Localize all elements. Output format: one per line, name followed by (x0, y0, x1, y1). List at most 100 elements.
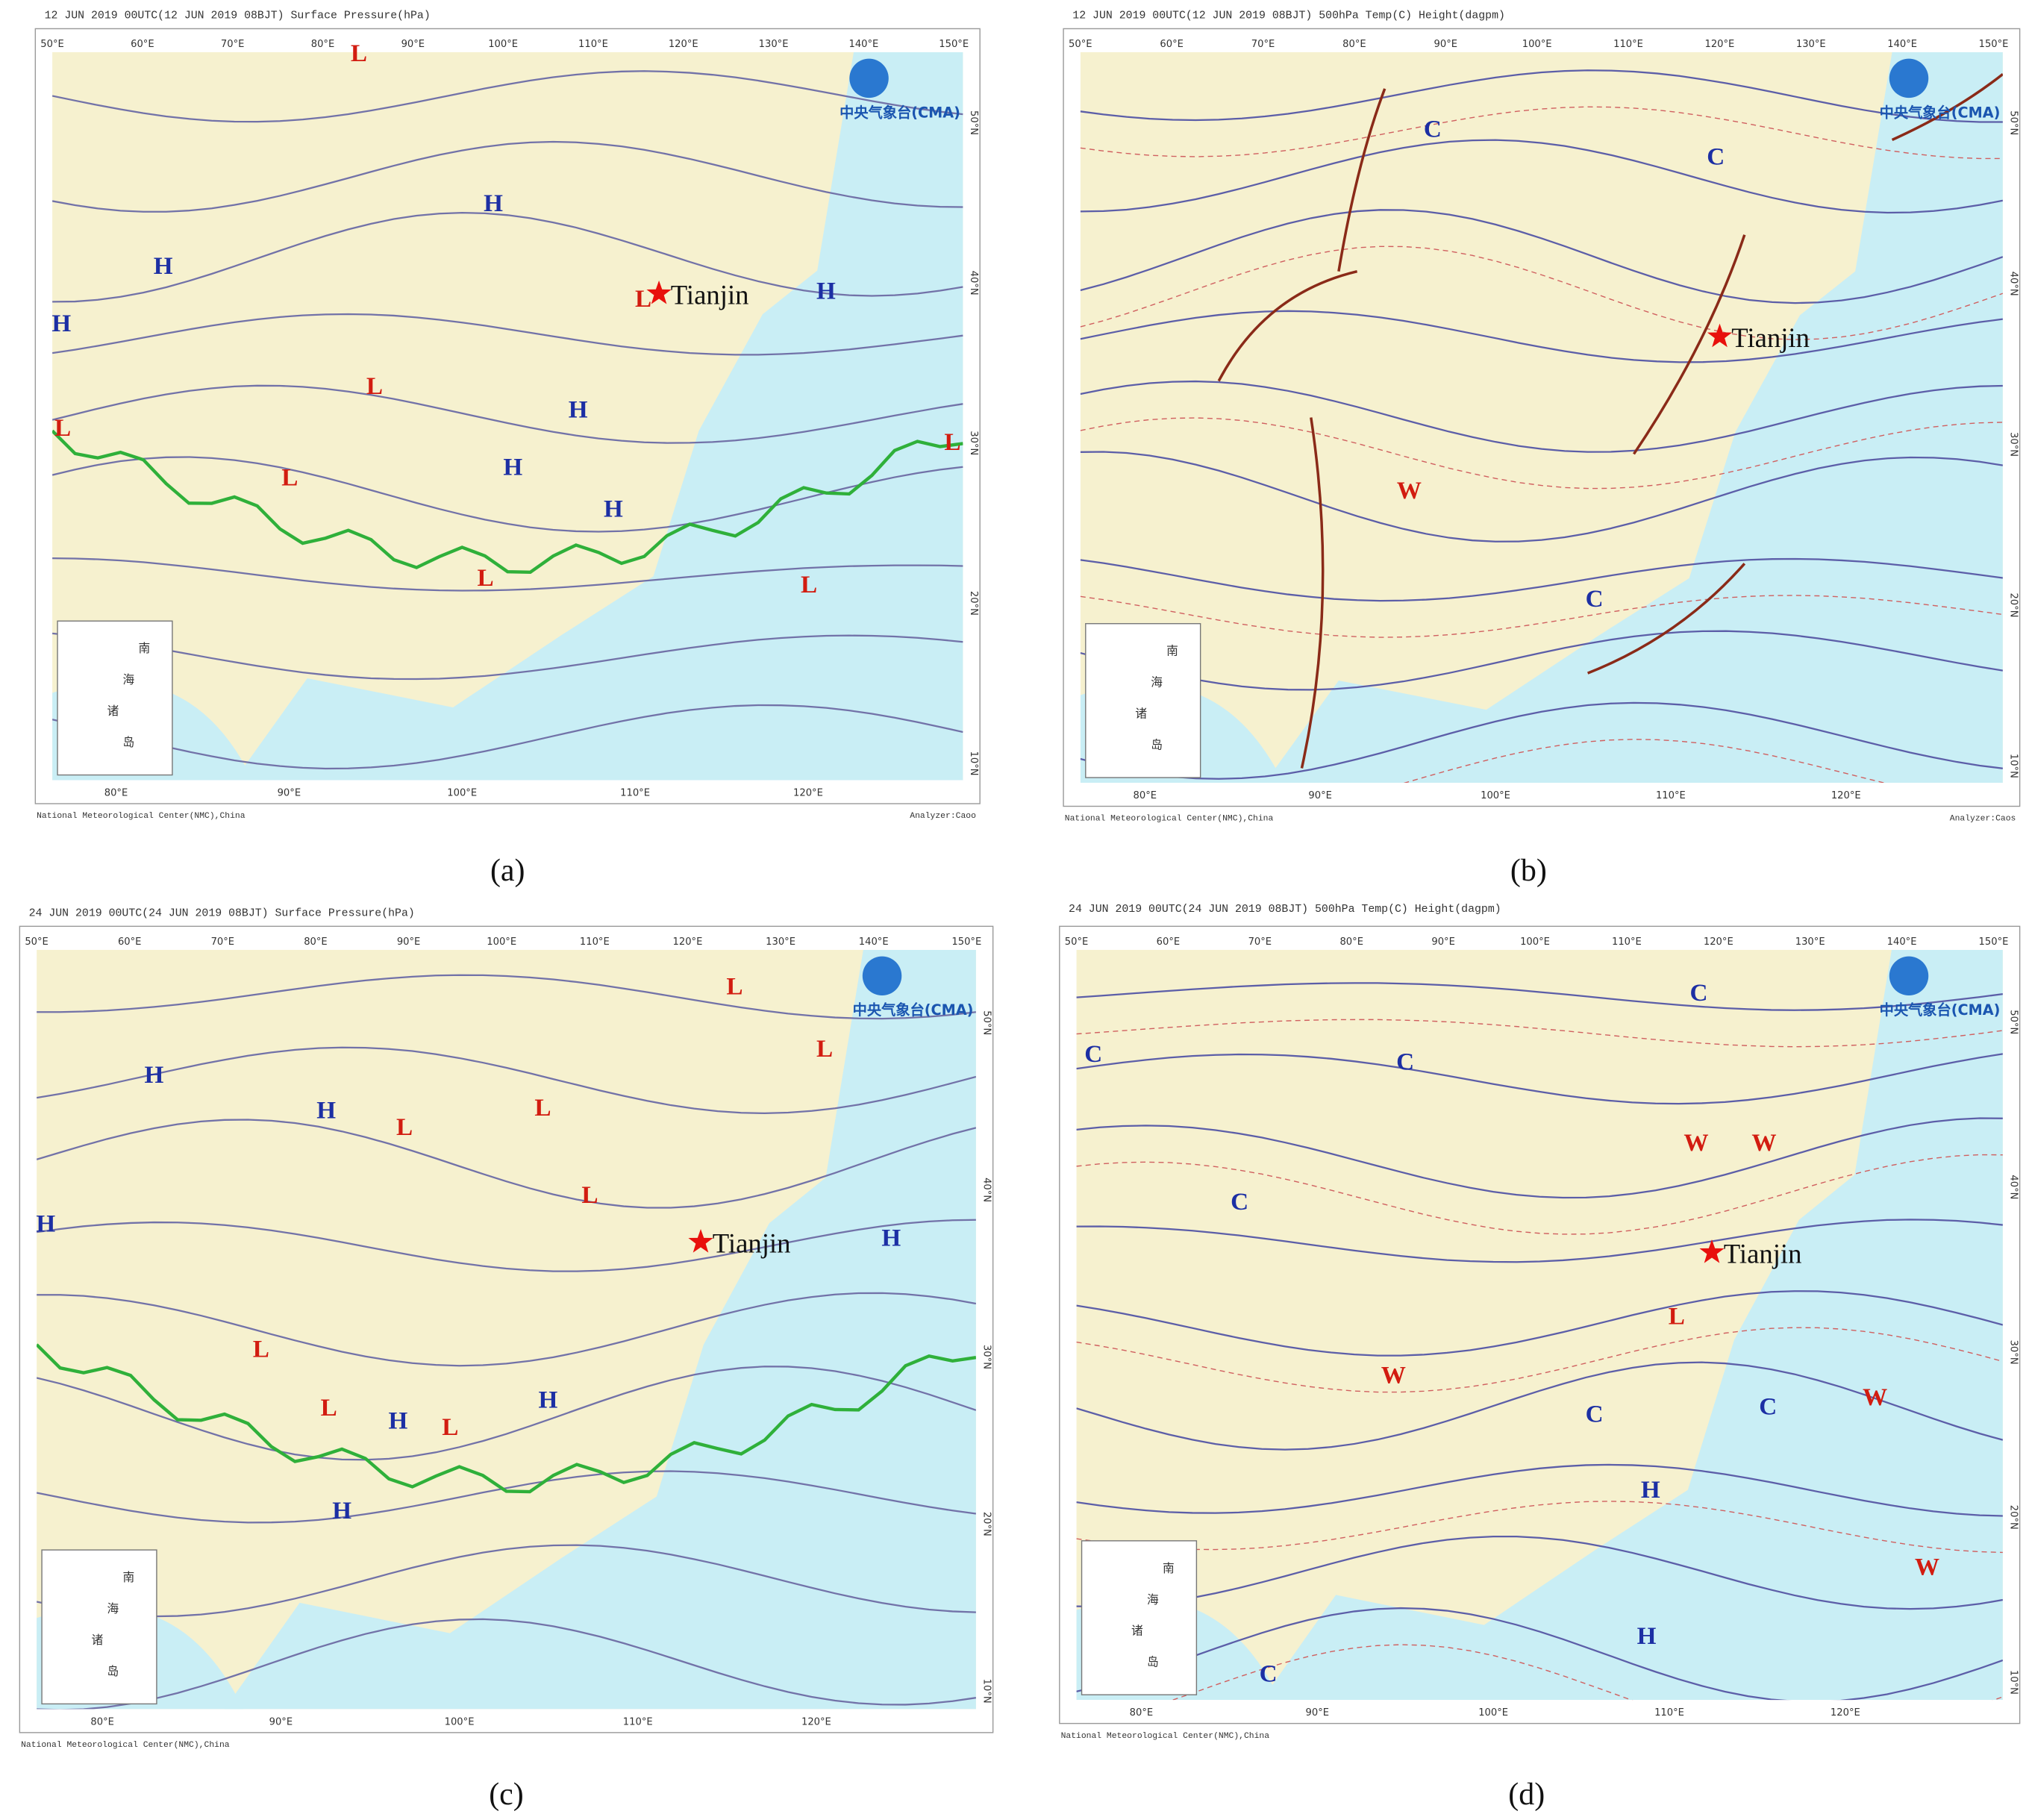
analyst: Analyzer:Caoo (910, 812, 976, 821)
pressure-center: L (1669, 1303, 1685, 1330)
footer: National Meteorological Center(NMC),Chin… (37, 812, 246, 821)
lat-label: 20°N (2007, 1505, 2019, 1530)
inset-box (41, 1549, 157, 1705)
pressure-center: H (154, 252, 173, 280)
inset-label: 海 (122, 672, 134, 687)
isotherm (1403, 739, 1886, 784)
top-lon-label: 60°E (1160, 39, 1184, 50)
top-lon-label: 50°E (1065, 936, 1089, 948)
inset-label: 南 (1166, 644, 1178, 658)
map-header: 24 JUN 2019 00UTC(24 JUN 2019 08BJT) Sur… (29, 907, 415, 919)
bottom-lon-label: 120°E (793, 788, 823, 799)
bottom-lon-label: 110°E (620, 788, 650, 799)
isotherm (1080, 595, 2003, 638)
pressure-center: L (534, 1094, 551, 1122)
top-lon-label: 50°E (1069, 39, 1092, 50)
pressure-center: L (366, 372, 383, 400)
top-lon-label: 120°E (1704, 39, 1734, 50)
pressure-center: L (351, 40, 367, 67)
lat-label: 50°N (968, 110, 979, 135)
pressure-center: H (145, 1061, 164, 1089)
top-lon-label: 150°E (951, 936, 981, 948)
logo-text: 中央气象台(CMA) (840, 104, 960, 121)
sea (1265, 51, 2003, 784)
bottom-lon-label: 100°E (447, 788, 477, 799)
pressure-center: C (1231, 1188, 1248, 1216)
bottom-lon-label: 80°E (104, 788, 128, 799)
trough-line (1217, 269, 1358, 382)
inset-box (1081, 1540, 1198, 1695)
lat-label: 30°N (968, 431, 979, 455)
pressure-center: W (1397, 477, 1422, 504)
pressure-center: C (1084, 1040, 1102, 1068)
inset-label: 海 (1147, 1592, 1159, 1607)
contour (1076, 1535, 2003, 1610)
map-header: 12 JUN 2019 00UTC(12 JUN 2019 08BJT) Sur… (45, 10, 431, 22)
contour (37, 1470, 976, 1524)
lat-label: 40°N (2007, 272, 2019, 296)
map-header: 24 JUN 2019 00UTC(24 JUN 2019 08BJT) 500… (1069, 904, 1501, 916)
trough-line (1337, 88, 1386, 272)
pressure-center: L (321, 1394, 337, 1422)
contour (1080, 451, 2003, 542)
contour (1076, 1463, 2003, 1517)
contour (1080, 701, 2003, 780)
contour (52, 557, 963, 592)
top-lon-label: 50°E (40, 39, 64, 50)
top-lon-label: 110°E (580, 936, 610, 948)
pressure-center: H (332, 1497, 351, 1525)
isotherm (1076, 1327, 2003, 1393)
rain-boundary (52, 429, 963, 575)
pressure-center: H (316, 1096, 336, 1124)
contour (52, 313, 963, 356)
logo-text: 中央气象台(CMA) (853, 1001, 974, 1019)
top-lon-label: 90°E (397, 936, 421, 948)
bottom-lon-label: 80°E (1130, 1707, 1154, 1719)
rain-boundary (37, 1343, 976, 1494)
logo-mark (849, 58, 889, 98)
lat-label: 50°N (2007, 1010, 2019, 1034)
logo-text: 中央气象台(CMA) (1880, 104, 2001, 121)
lat-label: 20°N (981, 1512, 992, 1536)
pressure-center: W (1683, 1129, 1708, 1157)
top-lon-label: 80°E (1339, 936, 1363, 948)
panel-caption: (b) (1510, 854, 1547, 888)
bottom-lon-label: 90°E (1308, 790, 1332, 801)
pressure-center: H (484, 190, 503, 217)
city-label: Tianjin (713, 1228, 791, 1258)
contour (1080, 69, 2003, 123)
top-lon-label: 100°E (487, 936, 516, 948)
footer: National Meteorological Center(NMC),Chin… (1061, 1732, 1270, 1741)
pressure-center: L (816, 1035, 833, 1063)
top-lon-label: 70°E (1248, 936, 1272, 948)
pressure-center: C (1690, 979, 1708, 1007)
lat-label: 20°N (968, 591, 979, 616)
inset-label: 诸 (107, 704, 119, 718)
logo-text: 中央气象台(CMA) (1880, 1001, 2001, 1019)
bottom-lon-label: 100°E (445, 1716, 475, 1727)
lat-label: 30°N (2007, 432, 2019, 457)
isotherm (1171, 1644, 2003, 1701)
city-label: Tianjin (1731, 322, 1810, 353)
city-label: Tianjin (671, 279, 749, 310)
pressure-center: H (1637, 1622, 1657, 1650)
footer: National Meteorological Center(NMC),Chin… (1065, 815, 1274, 824)
top-lon-label: 90°E (1431, 936, 1455, 948)
top-lon-label: 70°E (211, 936, 235, 948)
top-lon-label: 60°E (131, 39, 154, 50)
contour (1076, 1053, 2003, 1105)
contour (1076, 1607, 2003, 1701)
top-lon-label: 150°E (1979, 39, 2009, 50)
contour (1080, 557, 2003, 602)
bottom-lon-label: 110°E (1656, 790, 1686, 801)
lat-label: 10°N (981, 1679, 992, 1704)
pressure-center: L (581, 1181, 598, 1209)
trough-line (1300, 417, 1325, 769)
pressure-center: L (477, 564, 493, 592)
inset-label: 南 (1163, 1561, 1175, 1575)
contour (52, 212, 963, 303)
contour (1080, 630, 2003, 691)
pressure-center: L (801, 571, 817, 598)
logo-mark (1889, 58, 1929, 98)
